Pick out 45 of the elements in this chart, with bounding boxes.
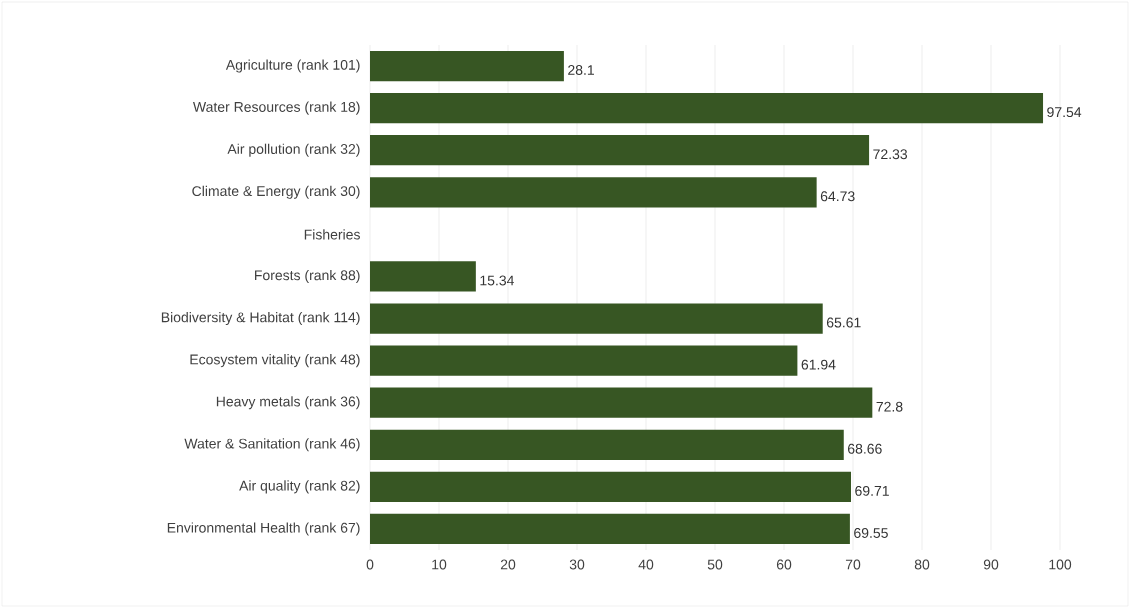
data-label: 68.66 <box>848 443 882 454</box>
data-label: 15.34 <box>480 275 514 286</box>
bar <box>370 345 798 376</box>
bar <box>370 513 850 545</box>
x-tick-label: 50 <box>707 559 723 570</box>
y-tick-label: Environmental Health (rank 67) <box>167 522 360 536</box>
y-tick-label: Water Resources (rank 18) <box>192 101 360 115</box>
bar <box>370 303 823 334</box>
x-tick-label: 60 <box>776 559 792 570</box>
data-label: 64.73 <box>820 191 855 202</box>
y-tick-label: Forests (rank 88) <box>255 269 360 283</box>
y-tick-label: Agriculture (rank 101) <box>225 59 360 73</box>
bar <box>370 387 873 418</box>
y-tick-label: Air pollution (rank 32) <box>227 143 360 157</box>
data-label: 69.71 <box>855 485 889 496</box>
y-tick-label: Biodiversity & Habitat (rank 114) <box>161 312 360 326</box>
data-label: 72.33 <box>873 149 908 160</box>
x-tick-label: 30 <box>569 559 585 570</box>
bar <box>370 261 476 292</box>
y-tick-label: Air quality (rank 82) <box>239 480 360 494</box>
data-label: 28.1 <box>568 65 594 75</box>
x-tick-label: 0 <box>366 559 374 570</box>
data-label: 72.8 <box>876 401 903 412</box>
y-tick-label: Ecosystem vitality (rank 48) <box>190 354 360 368</box>
bar <box>370 177 817 208</box>
x-tick-label: 70 <box>845 559 861 570</box>
x-tick-label: 80 <box>914 559 930 570</box>
data-label: 61.94 <box>801 359 836 370</box>
y-tick-label: Water & Sanitation (rank 46) <box>184 438 360 452</box>
data-label: 65.61 <box>826 317 861 328</box>
bar <box>370 429 844 460</box>
x-tick-label: 20 <box>500 559 516 570</box>
bar <box>370 50 564 82</box>
x-tick-label: 90 <box>983 559 999 570</box>
data-label: 97.54 <box>1047 107 1082 118</box>
x-tick-label: 10 <box>432 559 447 570</box>
bar <box>370 92 1044 124</box>
bar <box>370 471 852 503</box>
bar <box>370 135 870 166</box>
x-tick-label: 100 <box>1049 559 1072 570</box>
y-tick-label: Fisheries <box>304 229 360 240</box>
y-tick-label: Heavy metals (rank 36) <box>216 396 360 410</box>
x-tick-label: 40 <box>638 559 654 570</box>
data-label: 69.55 <box>854 528 888 538</box>
y-tick-label: Climate & Energy (rank 30) <box>192 185 360 199</box>
